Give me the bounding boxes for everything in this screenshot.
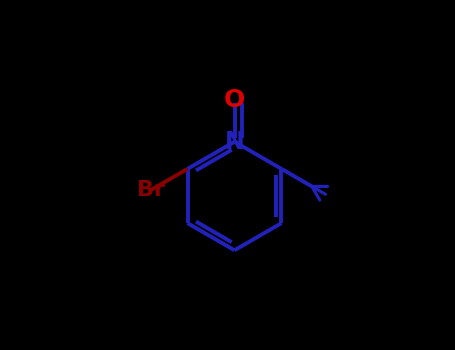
Text: Br: Br <box>137 180 165 200</box>
Text: O: O <box>224 88 245 112</box>
Text: N: N <box>225 130 244 154</box>
